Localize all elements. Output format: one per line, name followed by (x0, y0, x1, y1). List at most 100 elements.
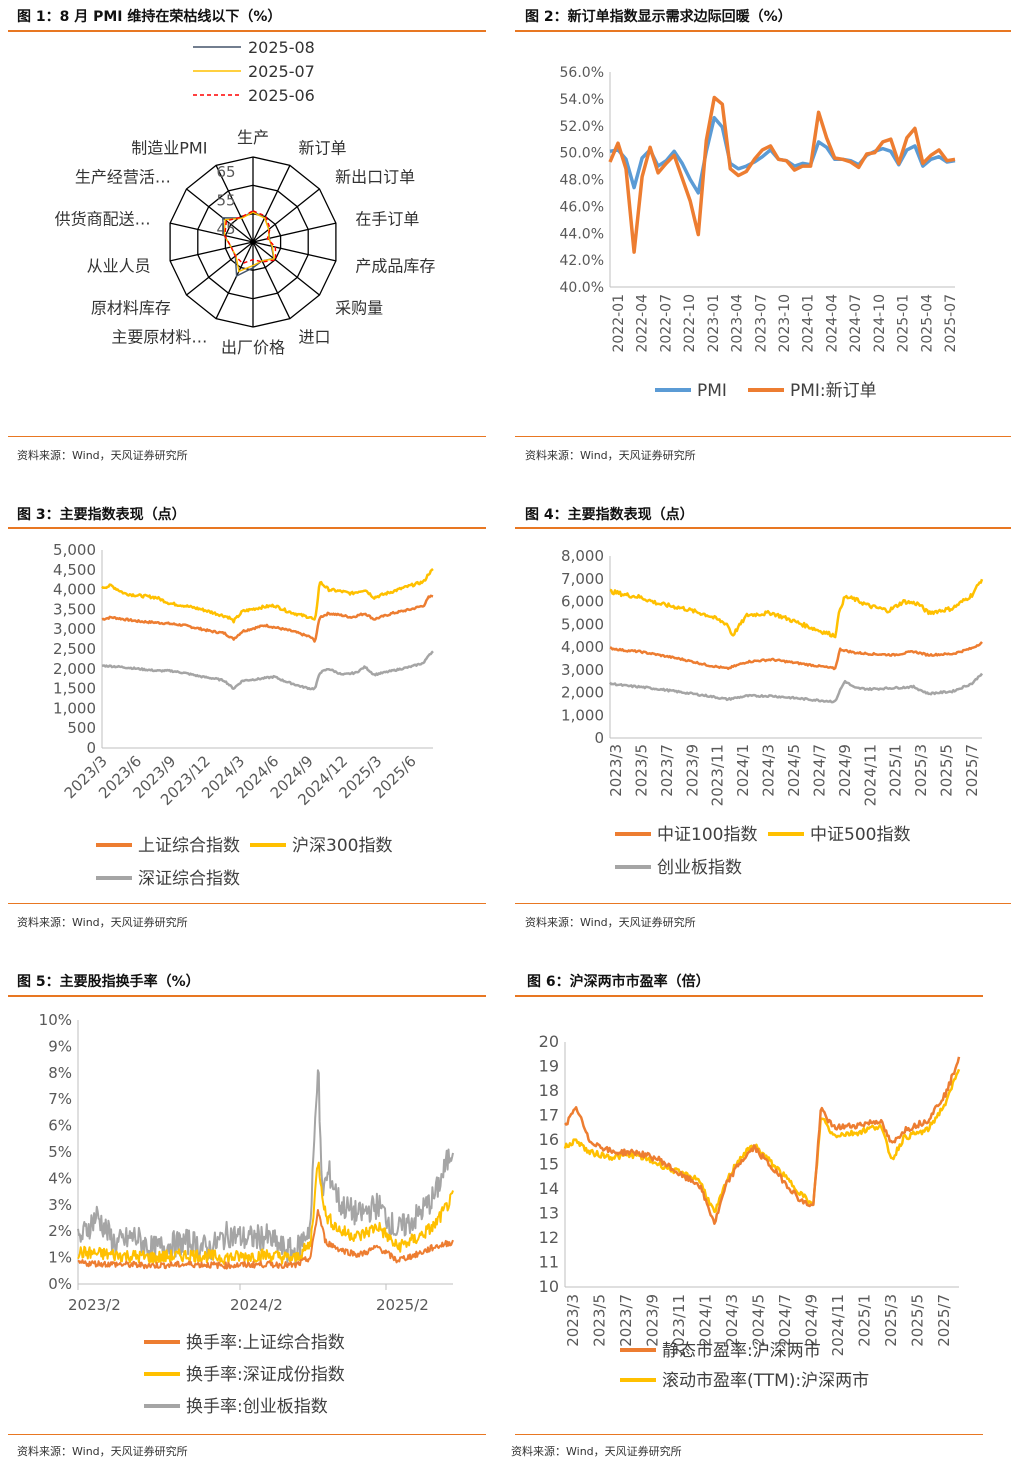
y-tick-label: 10% (39, 1011, 72, 1029)
y-tick-label: 52.0% (560, 119, 604, 135)
panel-5-title: 图 5：主要股指换手率（%） (17, 974, 200, 990)
x-tick-label: 2024-01 (801, 294, 817, 353)
x-tick-label: 2023/5 (632, 744, 650, 797)
radar-spoke (252, 165, 291, 243)
legend-shanghai-label: 上证综合指数 (138, 836, 240, 856)
y-tick-label: 1,000 (53, 699, 96, 717)
source-text: 资料来源：Wind，天风证券研究所 (17, 449, 188, 462)
radar-axis-label: 生产经营活… (75, 168, 171, 187)
pe-chart: 10 11 12 13 14 15 16 17 18 19 20 2023/3 2023/5 2023/7… (539, 1032, 961, 1391)
radar-tick-label: 65 (216, 163, 235, 181)
radar-axis-label: 新出口订单 (335, 168, 415, 187)
y-tick-label: 3,000 (53, 620, 96, 638)
x-tick-label: 2023-07 (753, 294, 769, 353)
y-tick-label: 4,500 (53, 561, 96, 579)
x-tick-label: 2025/5 (938, 744, 956, 797)
x-tick-label: 2023/3 (607, 744, 625, 797)
radar-spoke (215, 165, 254, 243)
x-tick-label: 2025-07 (943, 294, 959, 353)
pmi-line-chart: 40.0% 42.0% 44.0% 46.0% 48.0% 50.0% 52.0% 54.0%… (560, 65, 959, 401)
radar-axis-label: 从业人员 (87, 256, 151, 275)
legend-csi100-label: 中证100指数 (657, 825, 757, 845)
legend-new-orders-label: PMI:新订单 (790, 381, 877, 401)
y-tick-label: 20 (539, 1032, 559, 1051)
y-tick-label: 8% (48, 1064, 72, 1082)
legend-pmi-label: PMI (697, 381, 727, 401)
x-tick-label: 2024/3 (723, 1294, 741, 1347)
legend-chinext-label: 创业板指数 (657, 858, 742, 878)
source-rule (515, 903, 1011, 904)
x-tick-label: 2025/5 (909, 1294, 927, 1347)
series-PMI-new-orders (608, 95, 956, 254)
x-tick-label: 2024/11 (861, 744, 879, 806)
y-tick-label: 46.0% (560, 199, 604, 215)
y-tick-label: 14 (539, 1179, 559, 1198)
radar-spoke (252, 241, 291, 319)
y-tick-label: 9% (48, 1037, 72, 1055)
x-tick-label: 2025-04 (919, 294, 935, 353)
y-tick-label: 40.0% (560, 280, 604, 296)
x-tick-label: 2023/7 (617, 1294, 635, 1347)
x-tick-label: 2023/5 (591, 1294, 609, 1347)
series-换手率:上证综合指数 (77, 1209, 454, 1270)
series-沪深300指数 (101, 568, 434, 624)
x-tick-label: 2025/1 (856, 1294, 874, 1347)
radar-axis-label: 出厂价格 (221, 338, 285, 357)
x-tick-label: 2024/5 (750, 1294, 768, 1347)
index-chart-2: 0 1,000 2,000 3,000 4,000 5,000 6,000 7,000 8,00… (561, 547, 984, 878)
x-tick-label: 2023/11 (709, 744, 727, 806)
x-tick-label: 2024/5 (785, 744, 803, 797)
y-tick-label: 8,000 (561, 547, 604, 565)
y-tick-label: 16 (539, 1130, 559, 1149)
source-text: 资料来源：Wind，天风证券研究所 (511, 1445, 682, 1458)
x-tick-label: 2023/3 (564, 1294, 582, 1347)
y-tick-label: 3,000 (561, 661, 604, 679)
title-rule (8, 995, 486, 997)
x-tick-label: 2023/7 (658, 744, 676, 797)
x-tick-label: 2022-01 (611, 294, 627, 353)
x-tick-label: 2024/9 (836, 744, 854, 797)
legend-csi300-label: 沪深300指数 (292, 836, 392, 856)
y-tick-label: 6,000 (561, 593, 604, 611)
y-tick-label: 2,000 (561, 684, 604, 702)
y-tick-label: 56.0% (560, 65, 604, 81)
y-tick-label: 0 (86, 739, 96, 757)
y-tick-label: 4,000 (561, 638, 604, 656)
radar-axis-label: 产成品库存 (355, 256, 435, 275)
y-tick-label: 17 (539, 1106, 559, 1125)
radar-spoke (252, 241, 337, 262)
source-rule (8, 1434, 486, 1435)
panel-1-title: 图 1：8 月 PMI 维持在荣枯线以下（%） (17, 9, 282, 25)
series-中证100指数 (609, 641, 983, 671)
x-tick-label: 2024/1 (734, 744, 752, 797)
legend-pe-static-label: 静态市盈率:沪深两市 (662, 1341, 821, 1361)
y-tick-label: 7% (48, 1090, 72, 1108)
y-tick-label: 1% (48, 1249, 72, 1267)
series-中证500指数 (609, 578, 984, 639)
radar-axis-label: 进口 (299, 328, 331, 347)
x-tick-label: 2024/1 (697, 1294, 715, 1347)
title-rule (515, 995, 983, 997)
x-tick-label: 2025-01 (896, 294, 912, 353)
y-tick-label: 3,500 (53, 600, 96, 618)
y-tick-label: 10 (539, 1277, 559, 1296)
x-tick-label: 2024/9 (803, 1294, 821, 1347)
radar-axis-label: 生产 (237, 128, 269, 147)
x-tick-label: 2023/2 (68, 1296, 121, 1314)
radar-spoke (252, 241, 320, 296)
x-tick-label: 2023/9 (683, 744, 701, 797)
radar-axis-label: 主要原材料… (111, 328, 207, 347)
y-tick-label: 18 (539, 1081, 559, 1100)
source-text: 资料来源：Wind，天风证券研究所 (525, 916, 696, 929)
radar-axis-label: 在手订单 (355, 210, 419, 229)
series-上证综合指数 (101, 594, 434, 643)
y-tick-label: 2% (48, 1222, 72, 1240)
x-tick-label: 2023/11 (670, 1294, 688, 1356)
y-tick-label: 2,500 (53, 640, 96, 658)
radar-axis-label: 原材料库存 (91, 298, 171, 317)
radar-tick-label: 55 (216, 192, 235, 210)
series-静态市盈率:沪深两市 (564, 1056, 961, 1225)
radar-spoke (186, 241, 254, 296)
